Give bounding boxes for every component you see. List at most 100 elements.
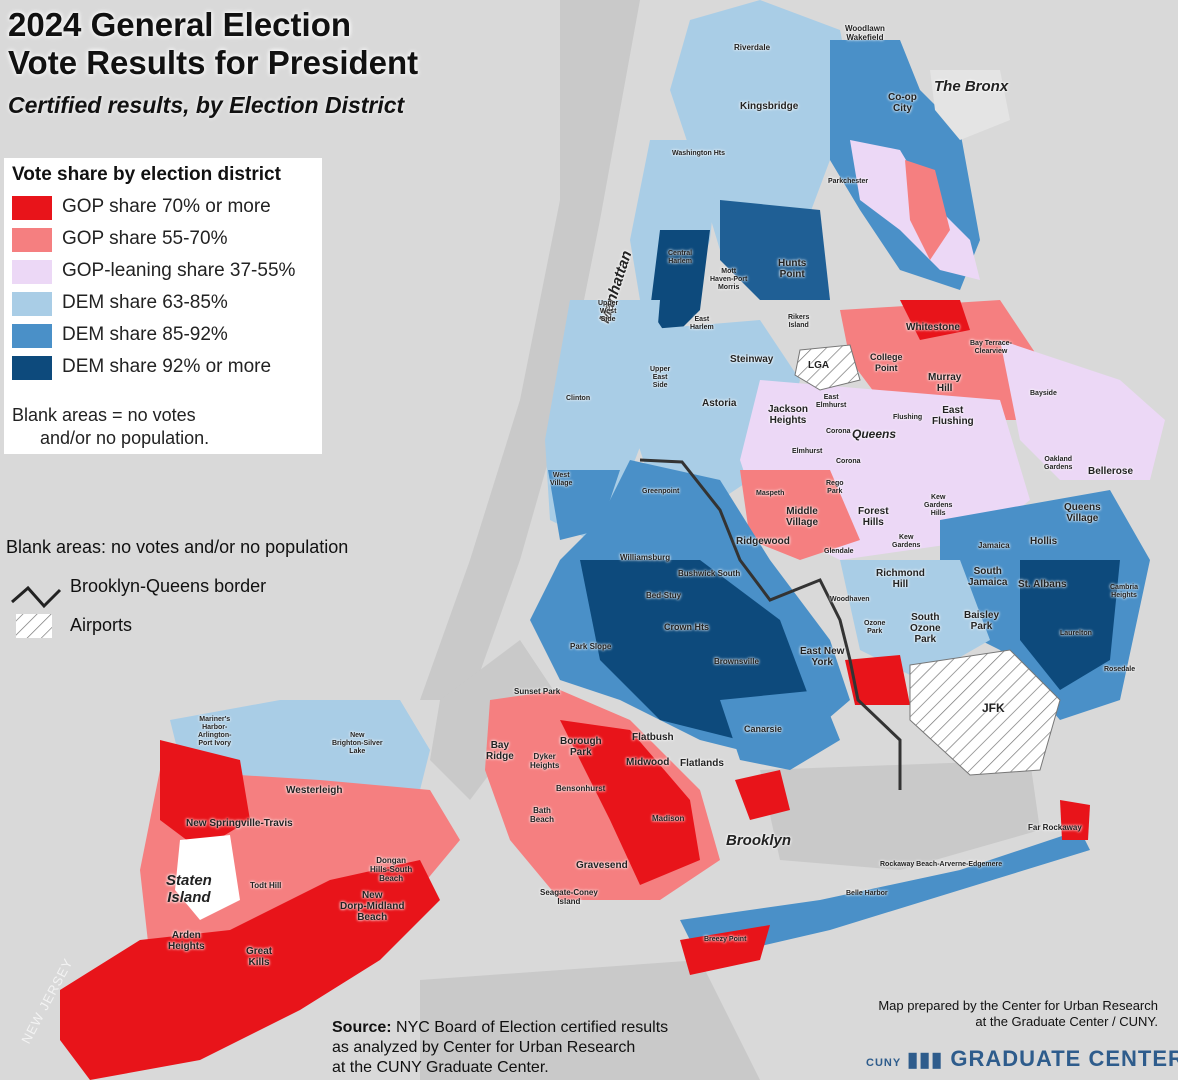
label-text: Jamaica	[978, 541, 1010, 550]
label-text: Flatlands	[680, 758, 724, 769]
label-line: Heights	[1111, 592, 1137, 599]
label-line: Arden	[171, 930, 201, 941]
label-woodhaven: Woodhaven	[830, 594, 870, 605]
label-text: Bushwick South	[678, 569, 741, 578]
label-line: Gardens	[892, 542, 921, 549]
label-line: New	[361, 890, 383, 901]
label-line: Rikers	[788, 314, 810, 321]
source-line-3: at the CUNY Graduate Center.	[332, 1059, 549, 1076]
label-steinway: Steinway	[730, 354, 773, 365]
label-line: East	[823, 394, 839, 401]
label-bay-ridge: Bay Ridge	[486, 740, 514, 762]
queens-howard-beach	[845, 655, 910, 705]
legend-swatch-dem92	[12, 356, 52, 380]
label-line: Hill	[892, 579, 909, 590]
label-text: Kingsbridge	[740, 101, 799, 112]
label-text: Parkchester	[828, 178, 869, 185]
legend-blank-note: Blank areas = no votes and/or no populat…	[12, 404, 312, 450]
label-line: Island	[557, 897, 581, 906]
label-line: Park	[569, 747, 592, 758]
label-line: Port Ivory	[198, 740, 232, 747]
label-flatlands: Flatlands	[680, 758, 724, 769]
label-line: Side	[600, 316, 616, 323]
staten-north-gop	[160, 740, 250, 850]
label-bushwick-south: Bushwick South	[678, 568, 740, 579]
label-murray-hill: Murray Hill	[928, 372, 961, 394]
legend-swatch-dem85	[12, 324, 52, 348]
map-title: 2024 General Election Vote Results for P…	[8, 6, 418, 82]
label-text: LGA	[808, 360, 830, 371]
label-upper-east-side: Upper East Side	[650, 366, 670, 390]
source-line-1: Source: NYC Board of Election certified …	[332, 1018, 668, 1038]
brooklyn-borough-park	[560, 720, 700, 885]
label-line: Park	[970, 621, 993, 632]
label-line: South	[911, 612, 940, 623]
label-parkchester: Parkchester	[828, 176, 868, 187]
label-line: Hills-South	[370, 865, 413, 874]
label-crown-hts: Crown Hts	[664, 622, 709, 633]
label-line: West	[599, 308, 617, 315]
queens-south	[840, 560, 990, 680]
label-text: Queens	[852, 427, 897, 441]
queens-middle-village	[740, 470, 860, 560]
label-text: Canarsie	[744, 724, 783, 734]
label-astoria: Astoria	[702, 398, 736, 409]
logo-text: GRADUATE CENTER	[950, 1046, 1178, 1071]
label-sunset-park: Sunset Park	[514, 686, 560, 697]
label-belle-harbor: Belle Harbor	[846, 888, 888, 899]
label-park-slope: Park Slope	[570, 641, 611, 652]
label-line: Staten	[166, 872, 212, 889]
label-line: Middle	[786, 506, 818, 517]
label-text: Breezy Point	[704, 936, 747, 943]
label-line: Park	[867, 628, 883, 635]
label-line: Village	[786, 517, 819, 528]
label-washington-hts: Washington Hts	[672, 148, 725, 159]
label-bay-terrace: Bay Terrace- Clearview	[970, 340, 1012, 356]
border-legend-label: Brooklyn-Queens border	[70, 576, 267, 596]
label-college-point: College Point	[870, 352, 903, 374]
label-line: East	[942, 405, 964, 416]
source-note: Source: NYC Board of Election certified …	[332, 1018, 668, 1078]
label-westerleigh: Westerleigh	[286, 785, 343, 796]
label-clinton: Clinton	[566, 393, 590, 404]
label-text: Maspeth	[756, 490, 785, 497]
label-jamaica: Jamaica	[978, 540, 1010, 551]
label-line: Village	[550, 480, 573, 487]
brooklyn-central-dem	[580, 560, 810, 740]
label-line: Lake	[349, 748, 366, 755]
label-text: Belle Harbor	[846, 890, 888, 897]
label-line: Dyker	[533, 752, 556, 761]
label-text: Far Rockaway	[1028, 823, 1082, 832]
label-line: Clearview	[974, 348, 1008, 355]
label-arden-heights: Arden Heights	[168, 930, 205, 952]
label-line: Bay Terrace-	[970, 340, 1012, 347]
jamaica-bay	[760, 760, 1040, 870]
label-line: Gardens	[924, 502, 953, 509]
label-line: Bath	[533, 806, 551, 815]
airport-legend-symbol	[16, 614, 52, 638]
label-line: Forest	[858, 506, 889, 517]
label-rosedale: Rosedale	[1104, 664, 1135, 675]
label-east-new-york: East New York	[800, 646, 844, 668]
label-line: South	[973, 566, 1002, 577]
label-line: Baisley	[964, 610, 1000, 621]
label-line: Gardens	[1044, 464, 1073, 471]
brooklyn-marine-park	[735, 770, 790, 820]
label-great-kills: Great Kills	[246, 946, 272, 968]
label-text: Flushing	[893, 414, 923, 421]
label-st-albans: St. Albans	[1018, 579, 1067, 590]
label-greenpoint: Greenpoint	[642, 486, 679, 497]
label-line: Rego	[826, 480, 844, 487]
label-line: Murray	[928, 372, 962, 383]
legend-label: GOP share 55-70%	[62, 228, 228, 249]
label-line: Dongan	[376, 856, 406, 865]
label-queens-village: Queens Village	[1064, 502, 1101, 524]
label-line: Mariner's	[199, 716, 231, 723]
label-text: Rockaway Beach-Arverne-Edgemere	[880, 861, 1003, 868]
bronx-hunts	[720, 200, 830, 300]
label-text: JFK	[982, 701, 1005, 715]
legend-swatch-gop70	[12, 196, 52, 220]
label-the-bronx: The Bronx	[934, 78, 1008, 95]
label-line: Jamaica	[968, 577, 1008, 588]
